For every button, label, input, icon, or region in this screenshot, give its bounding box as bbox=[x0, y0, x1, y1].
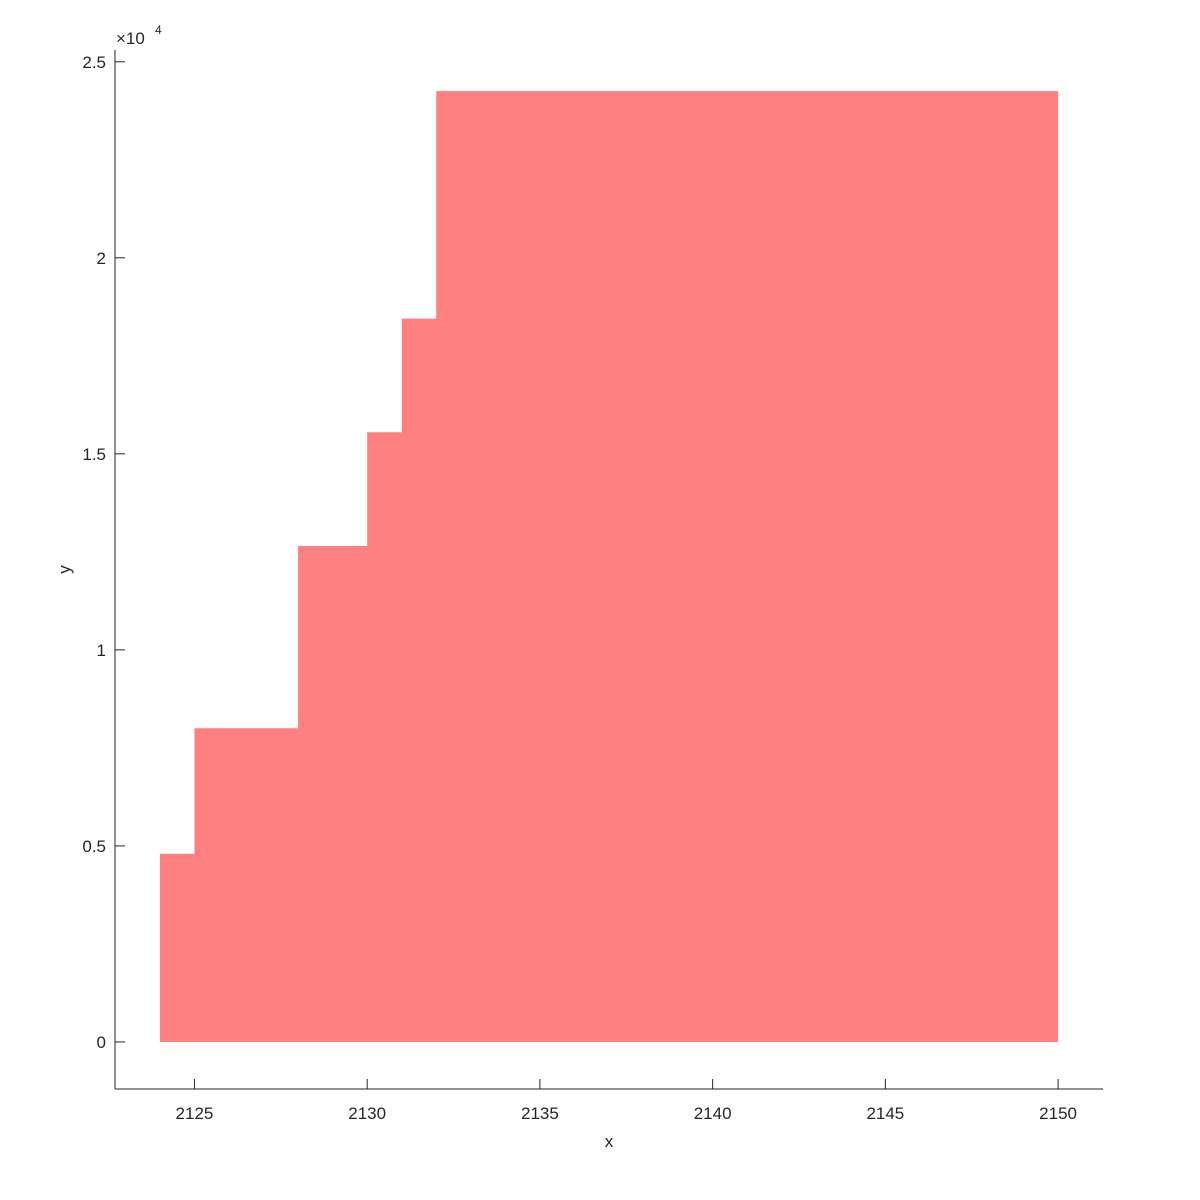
x-tick-label: 2130 bbox=[348, 1104, 386, 1123]
y-tick-label: 0 bbox=[97, 1033, 106, 1052]
y-tick-label: 2 bbox=[97, 249, 106, 268]
y-axis-ticks: 0 0.5 1 1.5 2 2.5 bbox=[82, 53, 125, 1052]
y-tick-label: 0.5 bbox=[82, 837, 106, 856]
x-tick-label: 2150 bbox=[1039, 1104, 1077, 1123]
x-tick-label: 2125 bbox=[176, 1104, 214, 1123]
axes bbox=[114, 50, 1103, 1090]
y-axis-exponent: ×10 4 bbox=[116, 23, 162, 48]
x-axis-label: x bbox=[605, 1132, 614, 1151]
y-axis-label: y bbox=[55, 565, 74, 574]
step-fill bbox=[159, 91, 1059, 1042]
y-tick-label: 1.5 bbox=[82, 445, 106, 464]
fill-area bbox=[159, 91, 1059, 1042]
x-tick-label: 2135 bbox=[521, 1104, 559, 1123]
y-tick-label: 2.5 bbox=[82, 53, 106, 72]
x-axis-ticks: 2125 2130 2135 2140 2145 2150 bbox=[176, 1079, 1077, 1123]
y-exponent-base: ×10 bbox=[116, 29, 145, 48]
x-tick-label: 2145 bbox=[866, 1104, 904, 1123]
x-tick-label: 2140 bbox=[694, 1104, 732, 1123]
y-tick-label: 1 bbox=[97, 641, 106, 660]
y-exponent-power: 4 bbox=[155, 23, 162, 37]
